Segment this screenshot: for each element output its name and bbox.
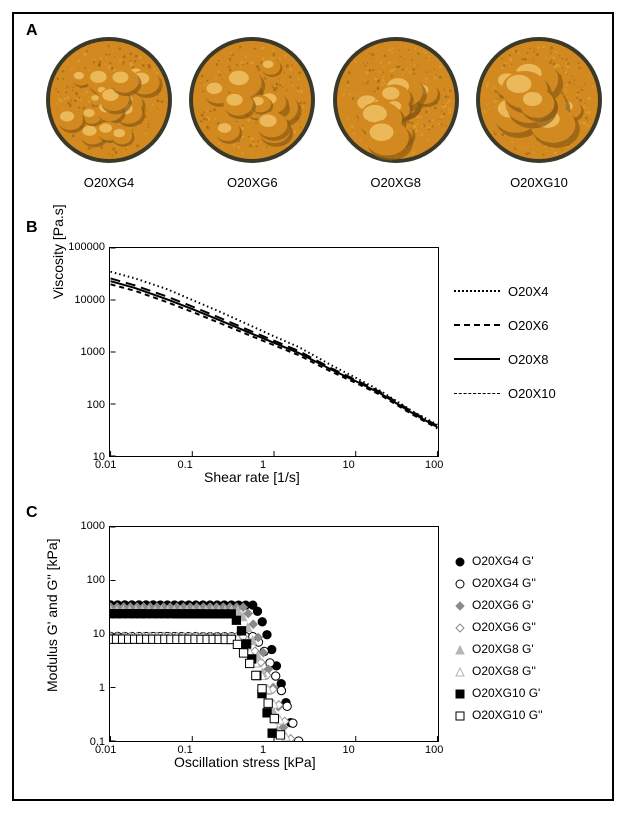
legend-b-row: O20X4 — [454, 279, 556, 303]
legend-c-row: O20XG8 G'' — [454, 662, 543, 680]
legend-c-label: O20XG10 G' — [472, 686, 540, 700]
dish-image-3 — [475, 36, 603, 164]
chart-b-ytick: 10000 — [63, 294, 105, 306]
panel-label-c: C — [26, 504, 38, 522]
legend-c-row: O20XG6 G'' — [454, 618, 543, 636]
legend-c-label: O20XG8 G' — [472, 642, 534, 656]
chart-c-legend: O20XG4 G' O20XG4 G'' O20XG6 G' O20XG6 G'' O2… — [454, 552, 543, 728]
dish-label-0: O20XG4 — [44, 175, 174, 190]
dish-label-2: O20XG8 — [331, 175, 461, 190]
chart-c-ylabel: Modulus G' and G'' [kPa] — [44, 538, 60, 692]
figure-frame: A O20XG4 O20XG6 O20XG8 O20XG10 B Viscosi… — [12, 12, 614, 801]
legend-c-label: O20XG6 G'' — [472, 620, 536, 634]
dish-col-0: O20XG4 — [44, 36, 174, 190]
legend-c-label: O20XG8 G'' — [472, 664, 536, 678]
legend-c-marker — [454, 622, 464, 632]
legend-c-marker — [454, 688, 464, 698]
chart-c-svg — [110, 527, 438, 741]
chart-b-plot — [109, 247, 439, 457]
chart-b-svg — [110, 248, 438, 456]
chart-c-xtick: 0.1 — [178, 744, 193, 756]
dish-label-1: O20XG6 — [187, 175, 317, 190]
dish-image-1 — [188, 36, 316, 164]
chart-c-ytick: 1000 — [69, 520, 105, 532]
legend-b-label: O20X8 — [508, 352, 548, 367]
chart-c-ytick: 0.1 — [69, 736, 105, 748]
chart-c-xtick: 1 — [260, 744, 266, 756]
panel-a: O20XG4 O20XG6 O20XG8 O20XG10 — [44, 36, 604, 190]
legend-b-row: O20X8 — [454, 347, 556, 371]
chart-c-ytick: 100 — [69, 574, 105, 586]
dish-col-1: O20XG6 — [187, 36, 317, 190]
dish-image-0 — [45, 36, 173, 164]
chart-c-ytick: 1 — [69, 682, 105, 694]
dish-col-2: O20XG8 — [331, 36, 461, 190]
legend-b-row: O20X10 — [454, 381, 556, 405]
legend-c-row: O20XG4 G'' — [454, 574, 543, 592]
chart-c-xtick: 10 — [343, 744, 355, 756]
chart-c-plot — [109, 526, 439, 742]
chart-b-xtick: 10 — [343, 459, 355, 471]
legend-c-marker — [454, 578, 464, 588]
legend-c-marker — [454, 710, 464, 720]
legend-b-row: O20X6 — [454, 313, 556, 337]
legend-c-marker — [454, 666, 464, 676]
chart-b-xlabel: Shear rate [1/s] — [204, 469, 300, 485]
legend-c-label: O20XG4 G'' — [472, 576, 536, 590]
legend-c-row: O20XG6 G' — [454, 596, 543, 614]
legend-c-marker — [454, 600, 464, 610]
dish-col-3: O20XG10 — [474, 36, 604, 190]
chart-c-xtick: 100 — [425, 744, 443, 756]
dish-label-3: O20XG10 — [474, 175, 604, 190]
legend-b-label: O20X4 — [508, 284, 548, 299]
legend-c-label: O20XG4 G' — [472, 554, 534, 568]
chart-b-ytick: 1000 — [63, 346, 105, 358]
chart-b-ytick: 10 — [63, 451, 105, 463]
chart-b-xtick: 0.1 — [178, 459, 193, 471]
legend-b-label: O20X10 — [508, 386, 556, 401]
chart-b-legend: O20X4 O20X6 O20X8 O20X10 — [454, 279, 556, 415]
chart-b-xtick: 100 — [425, 459, 443, 471]
legend-c-label: O20XG10 G'' — [472, 708, 543, 722]
panel-b: Viscosity [Pa.s] Shear rate [1/s] 0.010.… — [54, 239, 594, 494]
legend-c-row: O20XG8 G' — [454, 640, 543, 658]
chart-b-xtick: 1 — [260, 459, 266, 471]
panel-c: Modulus G' and G'' [kPa] Oscillation str… — [54, 522, 594, 782]
chart-b-ytick: 100000 — [63, 241, 105, 253]
legend-b-label: O20X6 — [508, 318, 548, 333]
legend-c-row: O20XG10 G' — [454, 684, 543, 702]
chart-b-ytick: 100 — [63, 399, 105, 411]
legend-c-row: O20XG10 G'' — [454, 706, 543, 724]
chart-c-xlabel: Oscillation stress [kPa] — [174, 754, 316, 770]
legend-c-marker — [454, 556, 464, 566]
panel-label-b: B — [26, 219, 38, 237]
legend-c-label: O20XG6 G' — [472, 598, 534, 612]
legend-c-row: O20XG4 G' — [454, 552, 543, 570]
dish-row: O20XG4 O20XG6 O20XG8 O20XG10 — [44, 36, 604, 190]
legend-c-marker — [454, 644, 464, 654]
panel-label-a: A — [26, 22, 38, 40]
chart-c-ytick: 10 — [69, 628, 105, 640]
dish-image-2 — [332, 36, 460, 164]
